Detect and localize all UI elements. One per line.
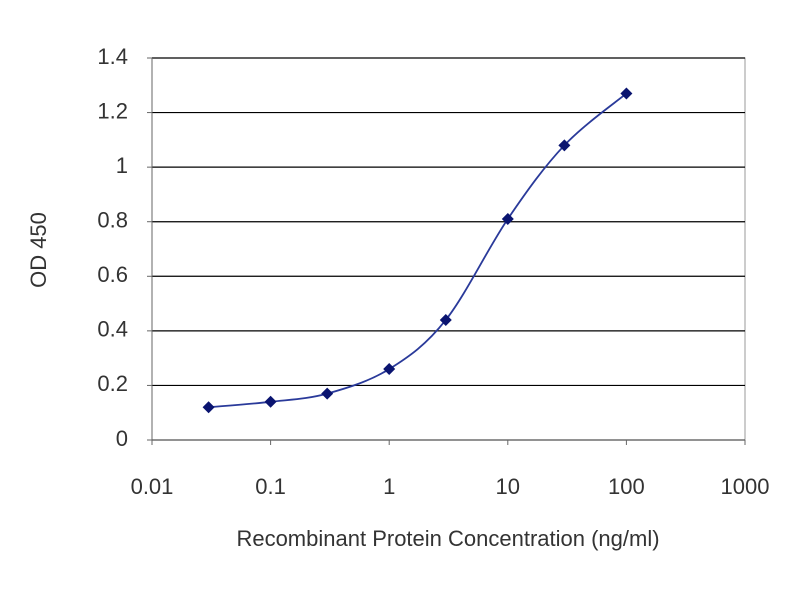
- x-tick-label: 0.1: [255, 474, 286, 499]
- y-tick-label: 0.2: [97, 371, 128, 396]
- x-tick-label: 100: [608, 474, 645, 499]
- y-tick-label: 1.4: [97, 44, 128, 69]
- y-tick-label: 1.2: [97, 98, 128, 123]
- y-tick-label: 1: [116, 153, 128, 178]
- plot-area: [151, 57, 746, 441]
- y-tick-label: 0.4: [97, 317, 128, 342]
- marker: [202, 401, 215, 414]
- y-tick-label: 0.6: [97, 262, 128, 287]
- x-tick-label: 1000: [721, 474, 770, 499]
- marker: [558, 139, 571, 152]
- y-tick-label: 0: [116, 426, 128, 451]
- y-axis-label: OD 450: [26, 212, 51, 288]
- marker: [383, 363, 396, 376]
- marker: [620, 87, 633, 100]
- y-tick-label: 0.8: [97, 208, 128, 233]
- x-tick-label: 10: [496, 474, 520, 499]
- marker: [439, 313, 452, 326]
- x-tick-label: 1: [383, 474, 395, 499]
- marker: [321, 387, 334, 400]
- marker: [501, 212, 514, 225]
- x-tick-label: 0.01: [131, 474, 174, 499]
- x-axis-label: Recombinant Protein Concentration (ng/ml…: [236, 526, 659, 551]
- marker: [264, 395, 277, 408]
